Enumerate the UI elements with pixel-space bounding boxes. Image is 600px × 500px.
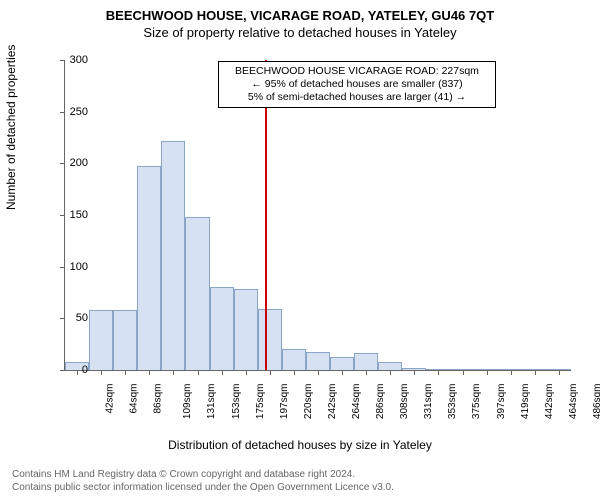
xtick-mark	[366, 370, 367, 375]
xtick-label: 220sqm	[303, 384, 314, 420]
ytick-label: 150	[60, 209, 88, 221]
chart-subtitle: Size of property relative to detached ho…	[0, 23, 600, 40]
xtick-mark	[270, 370, 271, 375]
xtick-label: 286sqm	[375, 384, 386, 420]
xtick-label: 331sqm	[423, 384, 434, 420]
xtick-mark	[246, 370, 247, 375]
xtick-mark	[487, 370, 488, 375]
ytick-label: 50	[60, 312, 88, 324]
xtick-label: 153sqm	[231, 384, 242, 420]
y-axis-label: Number of detached properties	[4, 45, 18, 210]
ytick-label: 300	[60, 54, 88, 66]
xtick-mark	[294, 370, 295, 375]
histogram-bar	[185, 217, 209, 370]
xtick-label: 175sqm	[255, 384, 266, 420]
annotation-line-3: 5% of semi-detached houses are larger (4…	[224, 91, 490, 104]
histogram-bar	[113, 310, 137, 370]
histogram-bar	[161, 141, 185, 370]
xtick-label: 442sqm	[544, 384, 555, 420]
xtick-mark	[173, 370, 174, 375]
annotation-line-1: BEECHWOOD HOUSE VICARAGE ROAD: 227sqm	[224, 65, 490, 78]
histogram-bar	[282, 349, 306, 370]
xtick-mark	[101, 370, 102, 375]
xtick-label: 486sqm	[592, 384, 600, 420]
footer-text: Contains HM Land Registry data © Crown c…	[12, 468, 394, 494]
histogram-bar	[330, 357, 354, 370]
xtick-mark	[125, 370, 126, 375]
xtick-label: 131sqm	[207, 384, 218, 420]
xtick-label: 375sqm	[472, 384, 483, 420]
xtick-mark	[463, 370, 464, 375]
footer-line-1: Contains HM Land Registry data © Crown c…	[12, 468, 394, 481]
xtick-mark	[222, 370, 223, 375]
chart-container: BEECHWOOD HOUSE, VICARAGE ROAD, YATELEY,…	[0, 0, 600, 500]
xtick-label: 64sqm	[129, 384, 140, 414]
xtick-mark	[198, 370, 199, 375]
chart-title: BEECHWOOD HOUSE, VICARAGE ROAD, YATELEY,…	[0, 0, 600, 23]
xtick-mark	[390, 370, 391, 375]
xtick-label: 464sqm	[568, 384, 579, 420]
xtick-mark	[414, 370, 415, 375]
xtick-label: 86sqm	[153, 384, 164, 414]
ytick-label: 200	[60, 157, 88, 169]
xtick-label: 242sqm	[327, 384, 338, 420]
histogram-bar	[258, 309, 282, 370]
footer-line-2: Contains public sector information licen…	[12, 481, 394, 494]
xtick-mark	[559, 370, 560, 375]
xtick-label: 109sqm	[182, 384, 193, 420]
histogram-bar	[306, 352, 330, 370]
x-axis-label: Distribution of detached houses by size …	[0, 438, 600, 452]
ytick-label: 100	[60, 261, 88, 273]
histogram-bar	[234, 289, 258, 370]
annotation-line-2: ← 95% of detached houses are smaller (83…	[224, 78, 490, 91]
xtick-mark	[342, 370, 343, 375]
histogram-bar	[378, 362, 402, 370]
ytick-label: 0	[60, 364, 88, 376]
ytick-label: 250	[60, 106, 88, 118]
xtick-mark	[318, 370, 319, 375]
xtick-label: 264sqm	[351, 384, 362, 420]
xtick-label: 419sqm	[520, 384, 531, 420]
annotation-box: BEECHWOOD HOUSE VICARAGE ROAD: 227sqm ← …	[218, 61, 496, 108]
xtick-label: 42sqm	[105, 384, 116, 414]
histogram-bar	[137, 166, 161, 370]
histogram-bar	[354, 353, 378, 370]
histogram-bar	[89, 310, 113, 370]
xtick-label: 308sqm	[399, 384, 410, 420]
xtick-label: 197sqm	[279, 384, 290, 420]
xtick-mark	[438, 370, 439, 375]
xtick-mark	[149, 370, 150, 375]
xtick-mark	[511, 370, 512, 375]
xtick-label: 353sqm	[447, 384, 458, 420]
histogram-bar	[210, 287, 234, 370]
xtick-mark	[535, 370, 536, 375]
xtick-label: 397sqm	[496, 384, 507, 420]
